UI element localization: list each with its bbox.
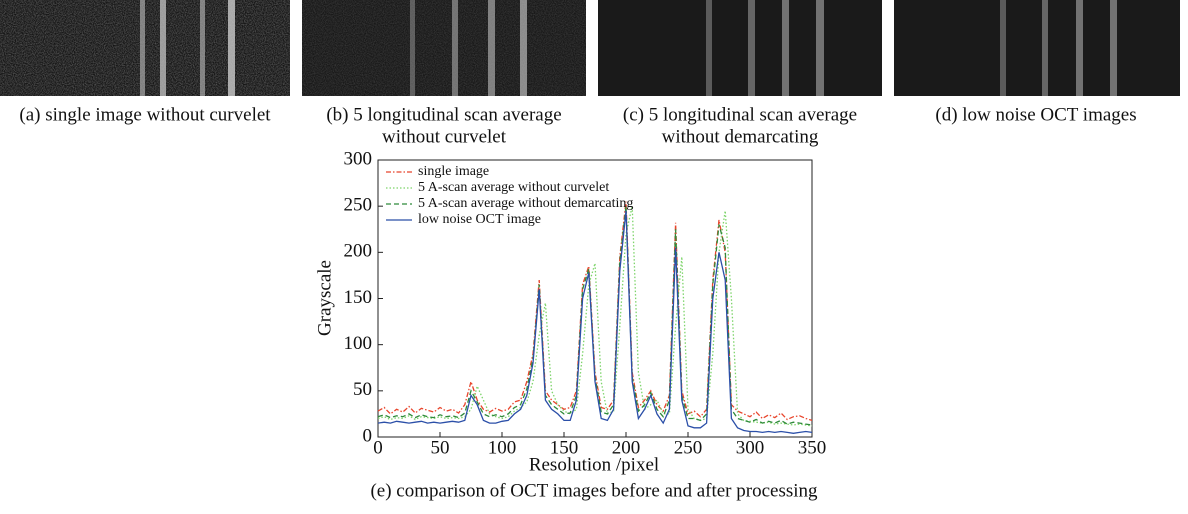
panel-caption: without curvelet (382, 126, 507, 147)
panel-caption: (b) 5 longitudinal scan average (326, 104, 561, 125)
panel-caption: without demarcating (662, 126, 819, 147)
y-axis-label: Grayscale (314, 260, 335, 336)
x-tick-label: 200 (612, 437, 641, 458)
panel-caption: (d) low noise OCT images (935, 104, 1136, 125)
oct-image-d (894, 0, 1180, 96)
data-line (377, 201, 813, 422)
data-line (377, 206, 813, 426)
x-tick-label: 250 (674, 437, 703, 458)
x-tick-label: 0 (373, 437, 383, 458)
x-tick-label: 100 (488, 437, 517, 458)
y-tick-label: 50 (353, 379, 372, 400)
legend-label: 5 A-scan average without curvelet (418, 180, 609, 195)
x-tick-label: 150 (550, 437, 579, 458)
panel-caption: (c) 5 longitudinal scan average (623, 104, 857, 125)
x-axis-label: Resolution /pixel (529, 454, 659, 475)
x-tick-label: 50 (431, 437, 450, 458)
data-line (377, 206, 813, 427)
y-tick-label: 100 (344, 333, 373, 354)
data-line (377, 210, 813, 434)
oct-image-c (598, 0, 882, 96)
oct-image-a (0, 0, 290, 96)
oct-image-b (302, 0, 586, 96)
x-tick-label: 350 (798, 437, 827, 458)
y-tick-label: 200 (344, 241, 373, 262)
legend-label: single image (418, 164, 489, 179)
y-tick-label: 0 (363, 425, 373, 446)
legend-label: low noise OCT image (418, 212, 541, 227)
panel-caption: (a) single image without curvelet (19, 104, 271, 125)
x-tick-label: 300 (736, 437, 765, 458)
y-tick-label: 150 (344, 287, 373, 308)
y-tick-label: 300 (344, 148, 373, 169)
chart-caption: (e) comparison of OCT images before and … (370, 480, 818, 501)
y-tick-label: 250 (344, 195, 373, 216)
legend-label: 5 A-scan average without demarcating (418, 196, 633, 211)
